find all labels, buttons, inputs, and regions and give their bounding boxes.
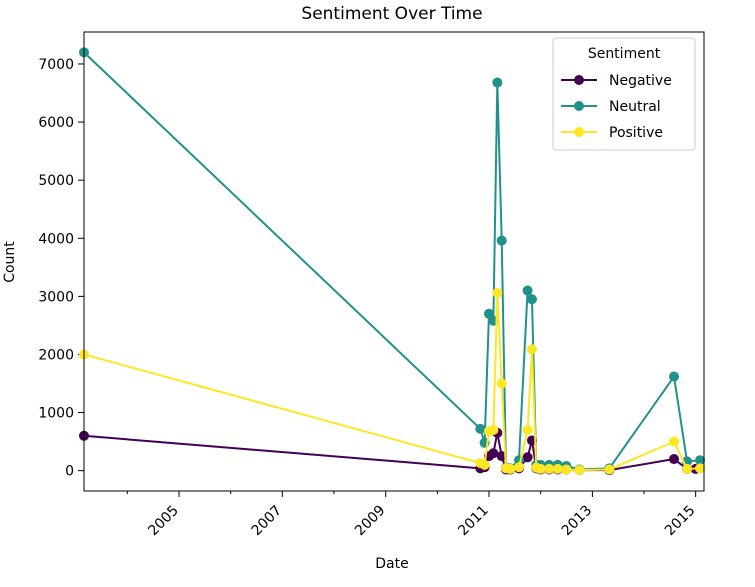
y-tick-label: 5000 [38,173,74,189]
x-tick-label: 2005 [145,503,182,540]
legend-swatch-marker [574,127,584,137]
x-tick-label: 2009 [352,503,389,540]
data-point-positive [492,287,503,298]
legend-swatch-marker [574,101,584,111]
x-tick-label: 2011 [455,503,492,540]
legend-title: Sentiment [588,46,661,62]
x-tick-label: 2007 [249,503,286,540]
y-tick-label: 2000 [38,347,74,363]
legend-box [552,37,696,151]
legend-label: Neutral [609,99,661,115]
data-point-positive [526,344,537,355]
data-point-neutral [522,285,533,296]
legend-label: Positive [609,125,663,141]
data-point-neutral [695,455,706,466]
data-point-positive [604,464,615,475]
data-point-positive [544,463,555,474]
data-point-positive [535,463,546,474]
y-tick-label: 7000 [38,57,74,73]
data-point-positive [505,463,516,474]
legend-label: Negative [609,73,672,89]
data-point-negative [488,448,499,459]
legend: Sentiment Negative Neutral Positive [552,37,696,151]
data-point-positive [488,424,499,435]
y-tick-label: 1000 [38,406,74,422]
x-tick-label: 2013 [559,503,596,540]
data-point-neutral [492,77,503,88]
y-tick-label: 6000 [38,115,74,131]
data-point-positive [669,436,680,447]
data-point-positive [682,463,693,474]
data-point-positive [574,465,585,476]
y-axis-label: Count [2,241,18,283]
data-point-positive [695,463,706,474]
data-point-positive [552,463,563,474]
y-tick-label: 0 [65,464,74,480]
data-point-negative [496,451,507,462]
series-layer [79,47,706,476]
x-axis-label: Date [375,556,408,572]
data-point-positive [561,464,572,475]
series-positive [79,287,706,476]
data-point-negative [669,454,680,465]
legend-item-negative: Negative [561,73,672,89]
data-point-neutral [526,294,537,305]
data-point-negative [522,452,533,463]
y-tick-label: 3000 [38,289,74,305]
data-point-positive [513,462,524,473]
data-point-positive [496,378,507,389]
legend-item-positive: Positive [561,125,663,141]
plot-frame [83,31,705,492]
y-tick-label: 4000 [38,231,74,247]
data-point-neutral [669,371,680,382]
data-point-positive [522,424,533,435]
data-point-positive [479,459,490,470]
data-point-neutral [475,423,486,434]
legend-item-neutral: Neutral [561,99,661,115]
chart-title: Sentiment Over Time [301,4,482,24]
data-point-neutral [496,235,507,246]
legend-swatch-marker [574,75,584,85]
x-tick-label: 2015 [662,503,699,540]
